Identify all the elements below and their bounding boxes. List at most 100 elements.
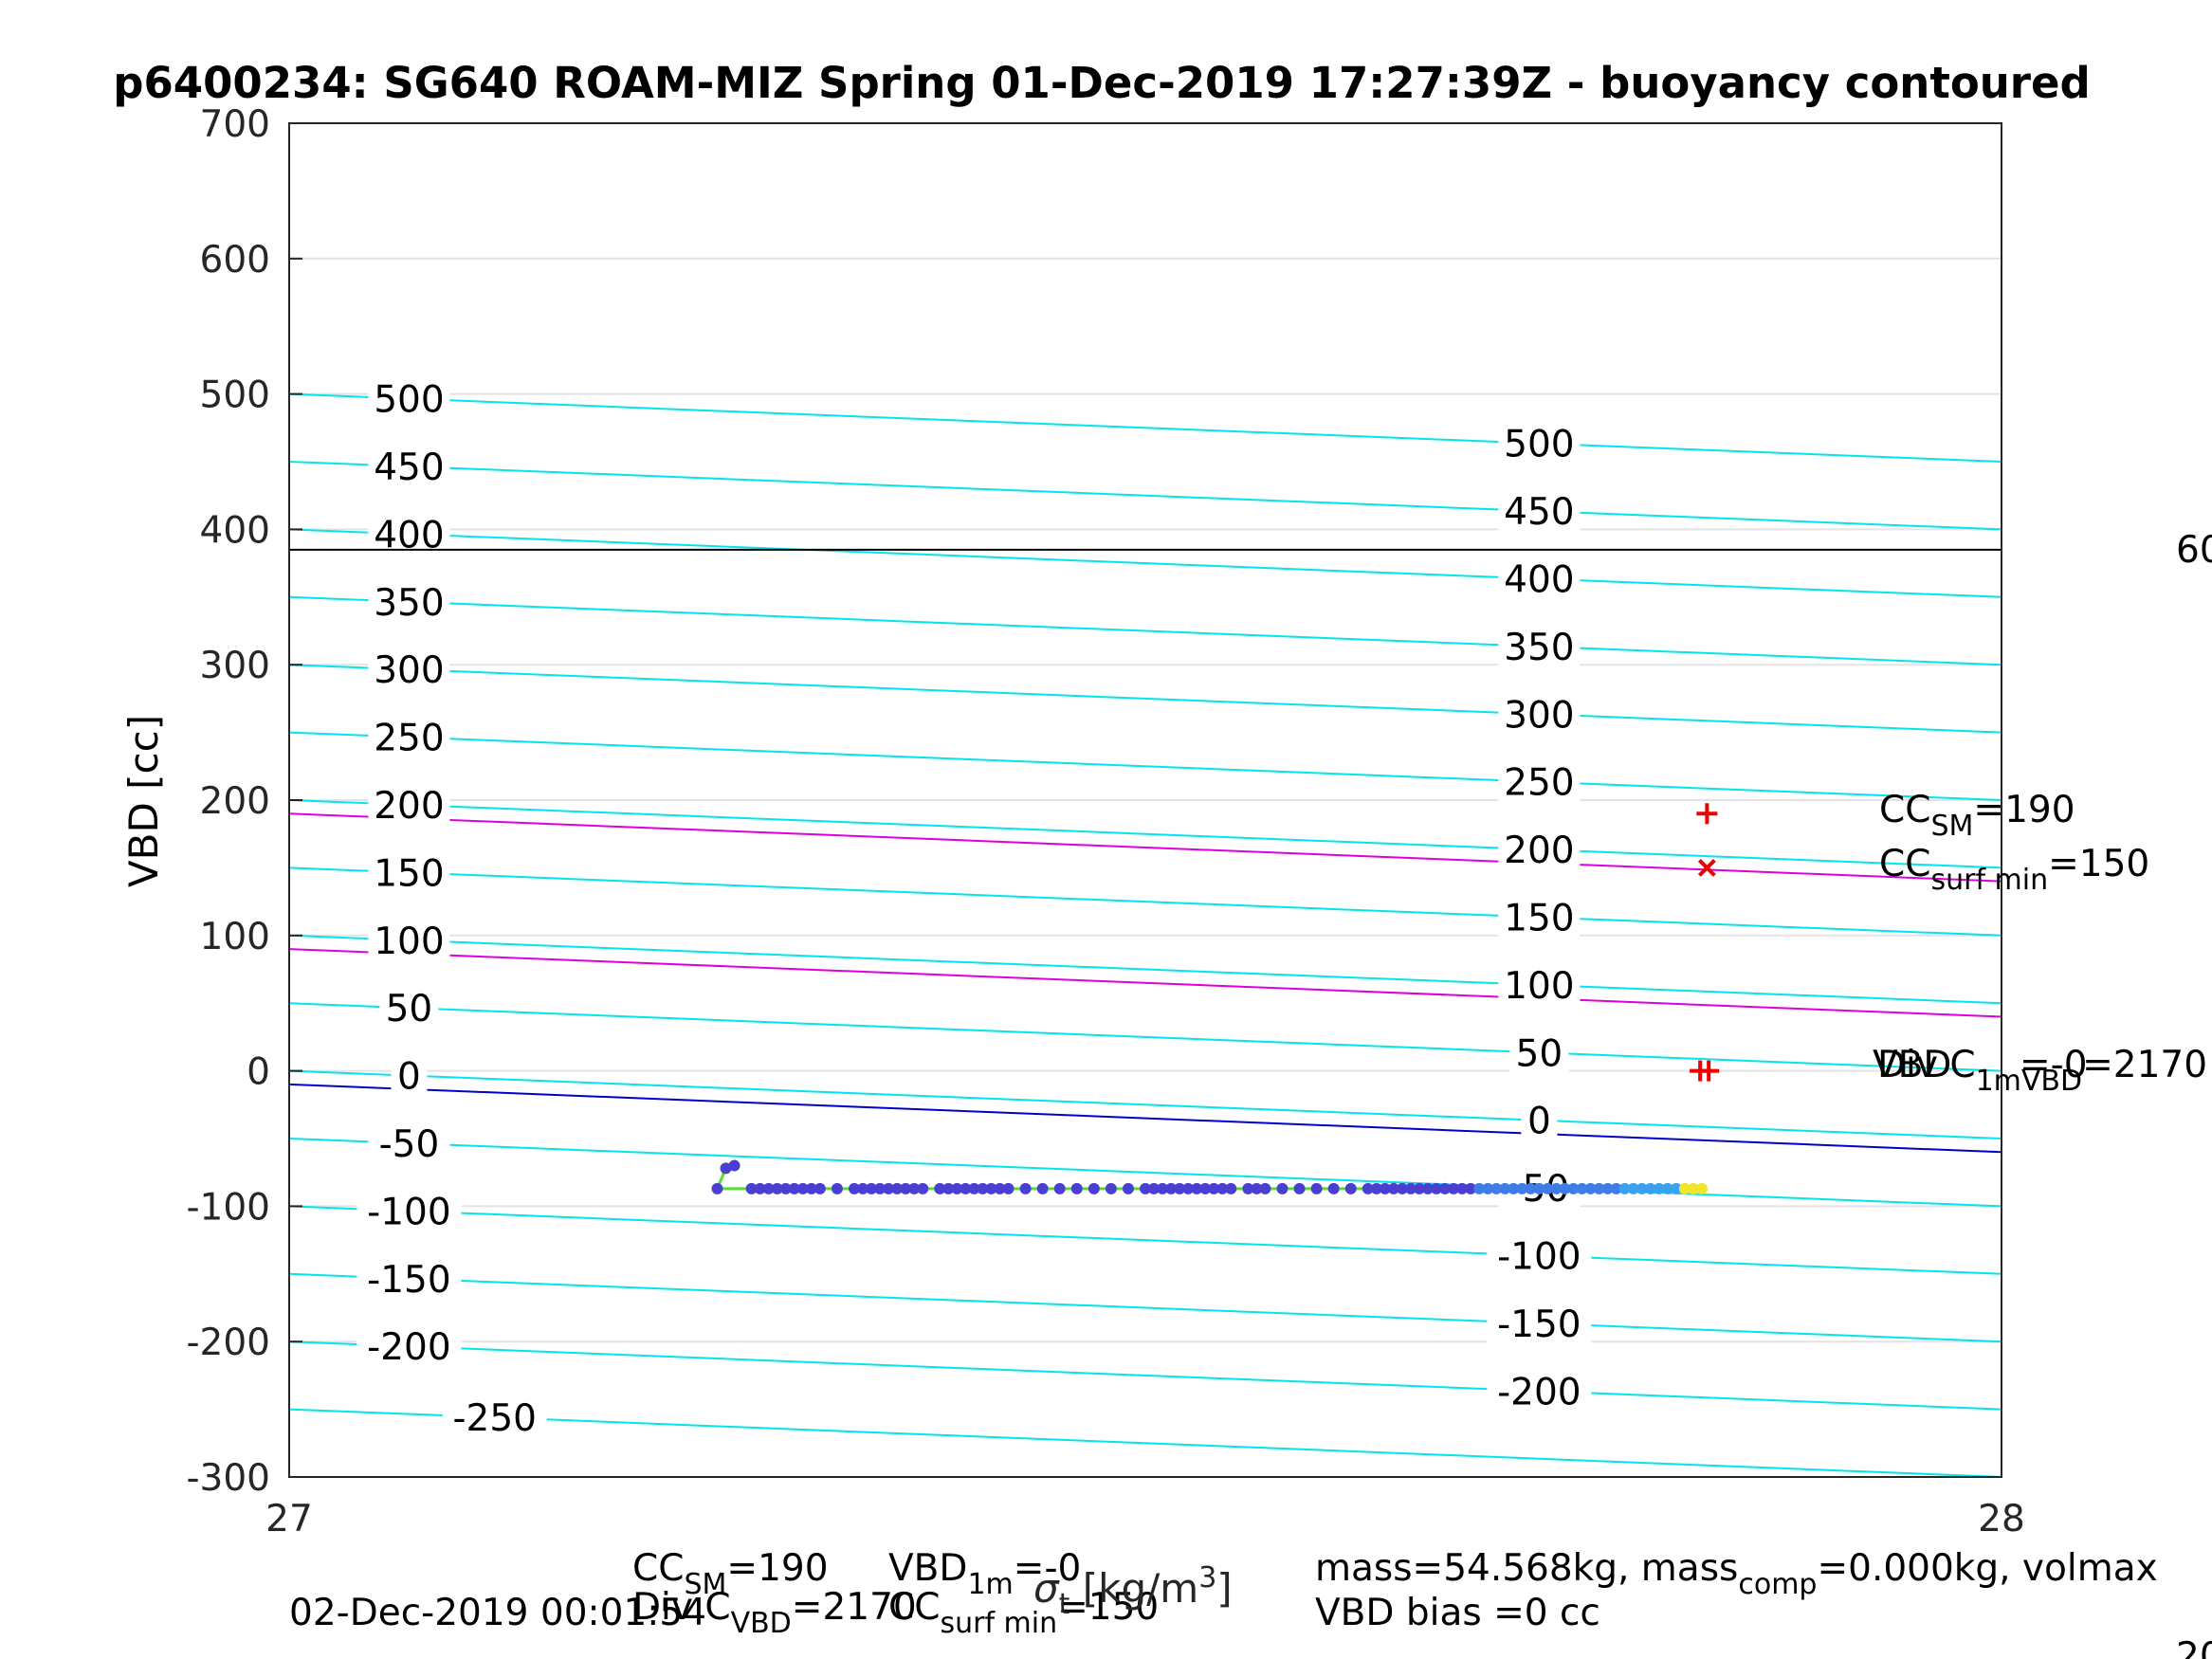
observation-point (1576, 1182, 1588, 1194)
contour-label-bg (1498, 490, 1581, 533)
observation-point (1508, 1182, 1520, 1194)
cc-surf-sub: surf min (1930, 864, 2048, 897)
observation-point (1421, 1182, 1434, 1194)
overlap-vbd-value: =-0 (2020, 1044, 2088, 1086)
observation-point (1387, 1182, 1399, 1194)
observation-point (994, 1182, 1006, 1194)
y-tick-label: 100 (200, 916, 270, 958)
observation-point (1584, 1182, 1597, 1194)
contour-line (288, 799, 2002, 869)
x-tick-label: 27 (265, 1498, 313, 1540)
observation-point (951, 1182, 963, 1194)
x-tick-label: 28 (1978, 1498, 2025, 1540)
contour-label-bg (368, 919, 450, 961)
contour-label-bg (391, 1054, 428, 1097)
observation-point (771, 1182, 783, 1194)
contour-label: -50 (379, 1123, 440, 1166)
contour-line (288, 1069, 2002, 1139)
contour-label-bg (356, 1257, 462, 1300)
footer: 02-Dec-2019 00:01:54 CCSM=190 Div CVBD=2… (289, 1547, 2212, 1659)
contour-line (288, 866, 2002, 937)
footer-mass-a: mass=54.568kg, mass (1315, 1547, 1738, 1590)
observation-point (1148, 1182, 1161, 1194)
x-marker (1697, 858, 1716, 877)
observation-point (1627, 1182, 1639, 1194)
contour-label: 200 (1504, 830, 1574, 872)
footer-ccsurf-main: CC (888, 1586, 940, 1629)
reference-line-label: 60 (2176, 529, 2212, 572)
contour-label-bg (1498, 422, 1581, 465)
observation-point (1559, 1182, 1571, 1194)
contour-line (288, 934, 2002, 1005)
observation-point (1216, 1182, 1229, 1194)
observation-point (874, 1182, 887, 1194)
observation-point (1431, 1182, 1443, 1194)
contour-label: 250 (1504, 762, 1574, 805)
observation-point (1182, 1182, 1195, 1194)
contour-zero-line (288, 1083, 2002, 1154)
contour-label: 450 (374, 447, 444, 489)
cc-surf-main: CC (1879, 843, 1930, 885)
observation-point (1019, 1182, 1032, 1194)
y-tick-label: 0 (247, 1051, 270, 1094)
contour-label: 300 (374, 649, 444, 692)
contour-label: 100 (1504, 965, 1574, 1008)
markers (1690, 803, 1720, 1082)
footer-vbd-bias: VBD bias =0 cc (1315, 1592, 1600, 1634)
footer-vbd1m-value: =-0 (1014, 1547, 1082, 1590)
contour-label: 0 (1527, 1101, 1551, 1143)
observation-point (1618, 1182, 1631, 1194)
observation-point (1670, 1182, 1682, 1194)
observation-point (1499, 1182, 1511, 1194)
observation-point (788, 1182, 800, 1194)
contour-label: 250 (374, 718, 444, 760)
observation-point (917, 1182, 929, 1194)
observation-point (1550, 1182, 1563, 1194)
svg-text:CCSM=190: CCSM=190 (632, 1547, 829, 1601)
contour-label-bg (1498, 760, 1581, 803)
x-axis-label: σt [kg/m3] (1033, 1561, 1233, 1621)
observation-point (883, 1182, 895, 1194)
contour-label-bg (1498, 693, 1581, 736)
contour-label-bg (356, 1190, 462, 1232)
observation-point (796, 1182, 809, 1194)
svg-text:Div CVBD=2170: Div CVBD=2170 (632, 1586, 917, 1640)
contour-line (288, 1138, 2002, 1208)
observation-point (1567, 1182, 1580, 1194)
observation-point (1327, 1182, 1340, 1194)
contour-label-bg (1509, 1031, 1569, 1074)
contour-label: -150 (367, 1259, 451, 1302)
observation-point (779, 1182, 792, 1194)
contour-label: 150 (374, 852, 444, 895)
contour-line (288, 1408, 2002, 1478)
observation-point (942, 1182, 955, 1194)
observation-point (1199, 1182, 1212, 1194)
observation-point (1174, 1182, 1186, 1194)
observation-point (1542, 1182, 1554, 1194)
observation-point (745, 1182, 758, 1194)
cc-surf-label: CCsurf min=150 (1879, 843, 2149, 897)
observation-point (934, 1182, 946, 1194)
footer-timestamp: 02-Dec-2019 00:01:54 (289, 1592, 706, 1634)
contour-label: 0 (397, 1056, 421, 1099)
footer-divc-sub: VBD (731, 1607, 792, 1640)
contour-line (288, 528, 2002, 598)
y-tick-label: -200 (186, 1322, 270, 1364)
footer-corner-value: 20 (2176, 1635, 2212, 1659)
y-axis-label: VBD [cc] (120, 715, 167, 887)
contour-label-bg (368, 580, 450, 623)
contour-label: 200 (374, 785, 444, 828)
plus-marker (1696, 803, 1718, 825)
contour-label: -100 (367, 1191, 451, 1233)
contour-line (288, 1002, 2002, 1072)
observation-point (1165, 1182, 1178, 1194)
observation-point (866, 1182, 878, 1194)
observation-point (1465, 1182, 1477, 1194)
contour-label-bg (1498, 963, 1581, 1006)
observation-point (908, 1182, 921, 1194)
observation-point (728, 1159, 740, 1172)
buoyancy-contours: -250-200-150-100-50050100150200250300350… (288, 377, 2002, 1478)
observation-point (1242, 1182, 1254, 1194)
observation-point (1036, 1182, 1049, 1194)
